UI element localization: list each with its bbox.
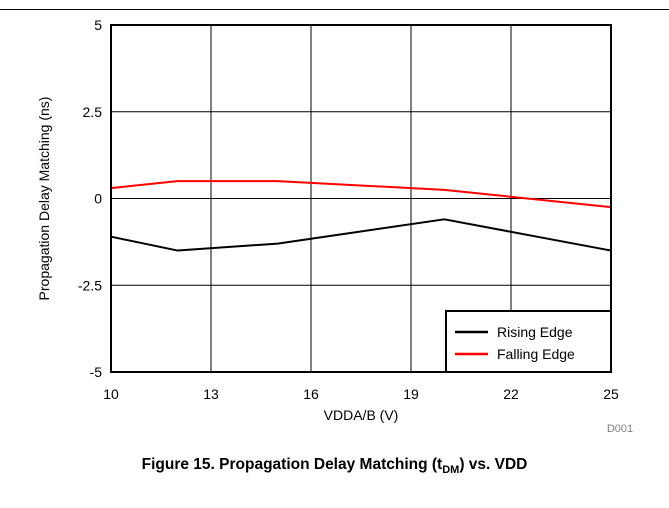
x-tick-label: 16 <box>303 386 319 402</box>
caption-suffix: ) vs. VDD <box>459 456 528 473</box>
series-lines <box>110 180 612 252</box>
x-tick-label: 19 <box>403 386 419 402</box>
y-axis-label: Propagation Delay Matching (ns) <box>36 97 52 301</box>
y-tick-label: -2.5 <box>78 277 102 293</box>
legend-box <box>445 310 612 373</box>
x-tick-label: 22 <box>503 386 519 402</box>
series-line-rising-edge <box>110 218 612 252</box>
figure-code: D001 <box>607 423 633 435</box>
x-tick-label: 25 <box>603 386 619 402</box>
legend: Rising Edge Falling Edge <box>445 310 612 373</box>
delay-matching-chart: 10 13 16 19 22 25 5 2.5 0 -2.5 -5 VDDA/B (V) Propa… <box>36 17 633 435</box>
caption-subscript: DM <box>442 464 460 477</box>
legend-label: Rising Edge <box>497 324 573 340</box>
x-axis-label: VDDA/B (V) <box>324 407 399 423</box>
series-line-falling-edge <box>110 180 612 209</box>
tick-labels: 10 13 16 19 22 25 5 2.5 0 -2.5 -5 <box>78 17 619 402</box>
caption-prefix: Figure 15. Propagation Delay Matching (t <box>141 456 443 473</box>
y-tick-label: -5 <box>90 364 103 380</box>
top-rule <box>0 9 669 10</box>
x-tick-label: 13 <box>203 386 219 402</box>
y-tick-label: 2.5 <box>83 104 103 120</box>
legend-label: Falling Edge <box>497 346 575 362</box>
figure-caption: Figure 15. Propagation Delay Matching (t… <box>0 456 669 476</box>
x-tick-label: 10 <box>103 386 119 402</box>
plot-frame <box>110 24 612 373</box>
y-tick-label: 5 <box>94 17 102 33</box>
y-tick-label: 0 <box>94 191 102 207</box>
